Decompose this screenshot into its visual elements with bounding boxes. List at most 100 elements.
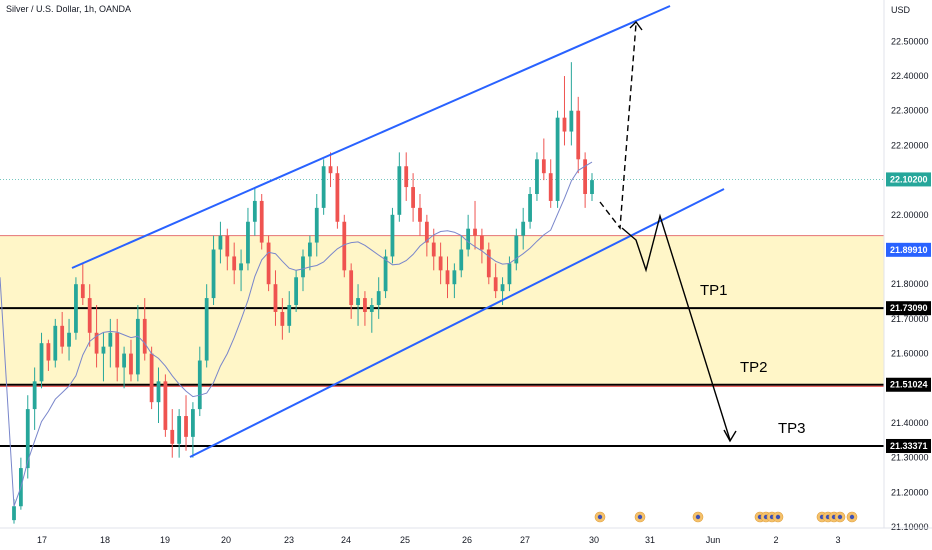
candle [493,277,498,292]
y-tick-label: 22.30000 [891,106,929,116]
y-tick-label: 21.20000 [891,487,929,497]
candle [39,343,44,382]
price-tag-bg-3 [886,377,931,392]
candle [211,249,216,299]
candle [80,284,85,299]
candle [397,166,402,215]
candle [67,332,71,347]
candle [101,346,106,354]
price-tag-0: 22.10200 [890,174,928,184]
economic-event-icon-dot [597,514,603,520]
economic-event-icon-dot [849,514,855,520]
candle [53,325,58,361]
candle [514,235,519,264]
x-tick-label: 3 [835,535,840,545]
candle [438,256,443,271]
x-tick-label: 20 [221,535,231,545]
moving-average-line [0,161,593,507]
candle [280,311,285,326]
candle [25,409,30,469]
candle [562,117,567,132]
x-tick-label: 25 [400,535,410,545]
candle [287,305,292,326]
x-tick-label: 24 [341,535,351,545]
candle [135,318,140,375]
candle [583,159,588,194]
price-tag-bg-1 [886,242,931,257]
candle [239,263,243,271]
y-tick-label: 22.50000 [891,36,929,46]
candle [273,284,278,312]
y-tick-label: 21.60000 [891,349,929,359]
y-tick-label: 21.80000 [891,279,929,289]
candle [94,332,99,354]
price-tag-3: 21.51024 [890,380,928,390]
candle [411,187,415,208]
economic-event-icon-dot [837,514,843,520]
candle [452,270,457,285]
candle [342,221,347,271]
candle [46,343,51,361]
tp-label-3: TP3 [778,420,806,437]
candle [383,256,388,292]
candle [314,207,319,243]
candle [335,173,340,222]
candle [555,117,560,201]
x-tick-label: 17 [37,535,47,545]
economic-event-icon-dot [775,514,781,520]
candle [197,360,202,410]
candle [218,235,223,250]
candle [32,381,37,410]
candle [184,416,188,437]
candle [507,263,512,285]
x-tick-label: Jun [706,535,721,545]
chart-title: Silver / U.S. Dollar, 1h, OANDA [6,4,132,14]
candle [349,270,354,306]
x-tick-label: 2 [773,535,778,545]
bullish-arrowhead [629,20,643,31]
candle [232,256,237,271]
candle [528,194,532,222]
candle [473,228,477,236]
candle [321,166,326,208]
y-tick-label: 21.40000 [891,418,929,428]
candle [12,506,16,521]
tp-label-2: TP2 [740,359,768,376]
candle [521,221,526,236]
candle [156,381,161,403]
candle [301,256,305,278]
price-tag-bg-2 [886,301,931,316]
candle [376,291,381,306]
candle [548,173,553,201]
price-tag-bg-4 [886,438,931,453]
candle [108,332,113,347]
candle [459,249,464,271]
candle [418,207,422,222]
candle [163,381,168,430]
y-tick-label: 21.10000 [891,522,929,532]
y-tick-label: 22.00000 [891,210,929,220]
candle [576,110,581,160]
candle [404,166,409,188]
economic-event-icon-dot [637,514,643,520]
candle [60,325,65,347]
candle [445,270,450,285]
candle [590,180,594,194]
x-tick-label: 27 [520,535,530,545]
bearish-arrowhead [723,429,737,443]
candle [142,318,147,354]
candle [87,298,92,333]
candle [191,409,195,437]
candle [480,235,484,250]
x-tick-label: 30 [589,535,599,545]
candle [246,221,250,264]
price-tag-1: 21.89910 [890,245,928,255]
channel-upper-line [71,5,671,269]
candle [356,298,360,306]
y-tick-label: 21.30000 [891,453,929,463]
candle [328,166,333,174]
x-tick-label: 26 [462,535,472,545]
candle [500,284,505,292]
